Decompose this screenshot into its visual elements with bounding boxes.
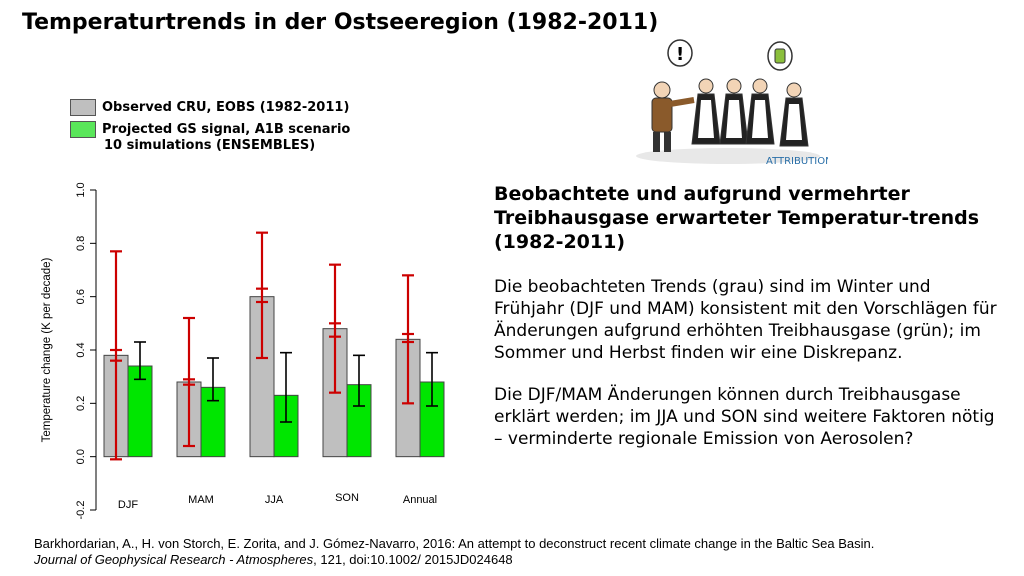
citation-line-1: Barkhordarian, A., H. von Storch, E. Zor… xyxy=(34,536,875,551)
legend-swatch-observed xyxy=(70,98,96,116)
explanation-paragraph-1: Die beobachteten Trends (grau) sind im W… xyxy=(494,277,997,363)
exclamation-bubble-icon xyxy=(667,39,693,67)
explanation-paragraph-2: Die DJF/MAM Änderungen können durch Trei… xyxy=(494,385,995,449)
legend-label-observed: Observed CRU, EOBS (1982-2011) xyxy=(102,99,350,115)
exclamation-glyph: ! xyxy=(676,44,684,65)
bar-chart: -0.2 0.0 0.2 0.4 0.6 0.8 1.0 Temperature change… xyxy=(41,182,445,520)
maid-figures xyxy=(691,78,809,147)
cartoon-caption: ATTRIBUTION xyxy=(766,156,828,167)
category-label: DJF xyxy=(118,499,138,511)
y-tick-label: 0.6 xyxy=(75,289,87,304)
citation-details: , 121, doi:10.1002/ 2015JD024648 xyxy=(313,552,513,567)
bar-projected xyxy=(273,394,299,458)
legend-item-projected: Projected GS signal, A1B scenario xyxy=(70,118,350,140)
y-tick-label: 0.0 xyxy=(75,449,87,464)
cartoon-ground-shadow xyxy=(636,148,820,164)
detectives-attribution-illustration: ! ATTRIBUTION xyxy=(636,39,828,167)
legend-swatch-projected xyxy=(70,120,96,138)
y-tick-label: 0.4 xyxy=(75,342,87,357)
category-label: MAM xyxy=(188,494,214,506)
category-label: SON xyxy=(335,492,359,504)
y-tick-label: 1.0 xyxy=(75,182,87,197)
y-tick-label: 0.8 xyxy=(75,236,87,251)
legend-label-projected: Projected GS signal, A1B scenario xyxy=(102,121,351,137)
legend-sublabel-projected: 10 simulations (ENSEMBLES) xyxy=(104,138,316,153)
y-axis-label: Temperature change (K per decade) xyxy=(41,257,53,442)
citation: Barkhordarian, A., H. von Storch, E. Zor… xyxy=(34,536,874,568)
y-tick-label: -0.2 xyxy=(75,501,87,520)
explanation-panel: Beobachtete und aufgrund vermehrter Trei… xyxy=(494,182,1004,470)
explanation-heading: Beobachtete und aufgrund vermehrter Trei… xyxy=(494,183,980,253)
citation-line-2: Journal of Geophysical Research - Atmosp… xyxy=(34,552,874,568)
legend-item-observed: Observed CRU, EOBS (1982-2011) xyxy=(70,96,350,118)
y-tick-label: 0.2 xyxy=(75,396,87,411)
citation-journal: Journal of Geophysical Research - Atmosp… xyxy=(34,552,314,567)
category-label: JJA xyxy=(265,494,284,506)
chart-legend: Observed CRU, EOBS (1982-2011) Projected… xyxy=(70,96,350,153)
bottle-icon xyxy=(774,48,786,64)
category-label: Annual xyxy=(403,494,437,506)
bar-projected xyxy=(127,365,153,458)
page-title: Temperaturtrends in der Ostseeregion (19… xyxy=(22,10,659,35)
detective-figure xyxy=(651,81,695,152)
